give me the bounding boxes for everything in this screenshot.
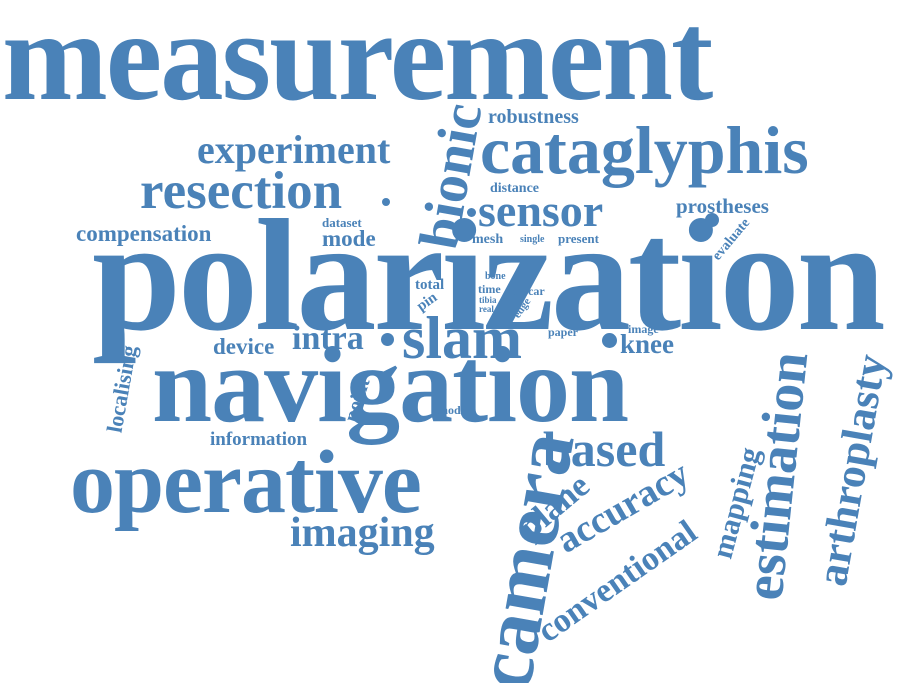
word-bone: bone <box>485 271 506 282</box>
word-device: device <box>213 334 275 359</box>
dot-decoration <box>467 208 476 217</box>
word-based: based <box>543 421 666 477</box>
word-compensation: compensation <box>76 221 212 246</box>
word-single: single <box>520 234 545 245</box>
word-paper: paper <box>548 325 578 339</box>
word-present: present <box>558 231 599 246</box>
word-mode: mode <box>322 226 376 251</box>
word-real: real <box>479 304 494 314</box>
word-cataglyphis: cataglyphis <box>480 112 809 188</box>
word-arthroplasty: arthroplasty <box>807 350 896 590</box>
word-intra: intra <box>292 320 364 357</box>
word-resection: resection <box>140 162 343 220</box>
word-slam: slam <box>402 305 522 371</box>
word-experiment: experiment <box>197 127 391 172</box>
dot-decoration <box>602 333 617 348</box>
word-prostheses: prostheses <box>676 194 769 218</box>
dot-decoration <box>705 213 719 227</box>
word-measurement: measurement <box>2 0 713 127</box>
word-polarization: polarization <box>92 186 886 364</box>
word-robustness: robustness <box>488 106 579 128</box>
word-tibia: tibia <box>479 295 497 305</box>
word-sensor: sensor <box>478 185 604 236</box>
dot-decoration <box>381 333 394 346</box>
word-model: model <box>438 403 470 417</box>
word-trocar: trocar <box>513 284 545 298</box>
dot-decoration <box>382 198 390 206</box>
word-information: information <box>210 429 308 450</box>
word-mesh: mesh <box>472 232 504 247</box>
word-imaging: imaging <box>290 510 435 556</box>
word-image: image <box>628 322 659 336</box>
word-time: time <box>478 282 501 296</box>
word-dataset: dataset <box>322 215 362 230</box>
word-total: total <box>415 277 445 293</box>
word-navigation: navigation <box>152 326 629 445</box>
word-operative: operative <box>70 433 422 532</box>
word-knee: knee <box>620 329 674 359</box>
word-distance: distance <box>490 181 539 196</box>
